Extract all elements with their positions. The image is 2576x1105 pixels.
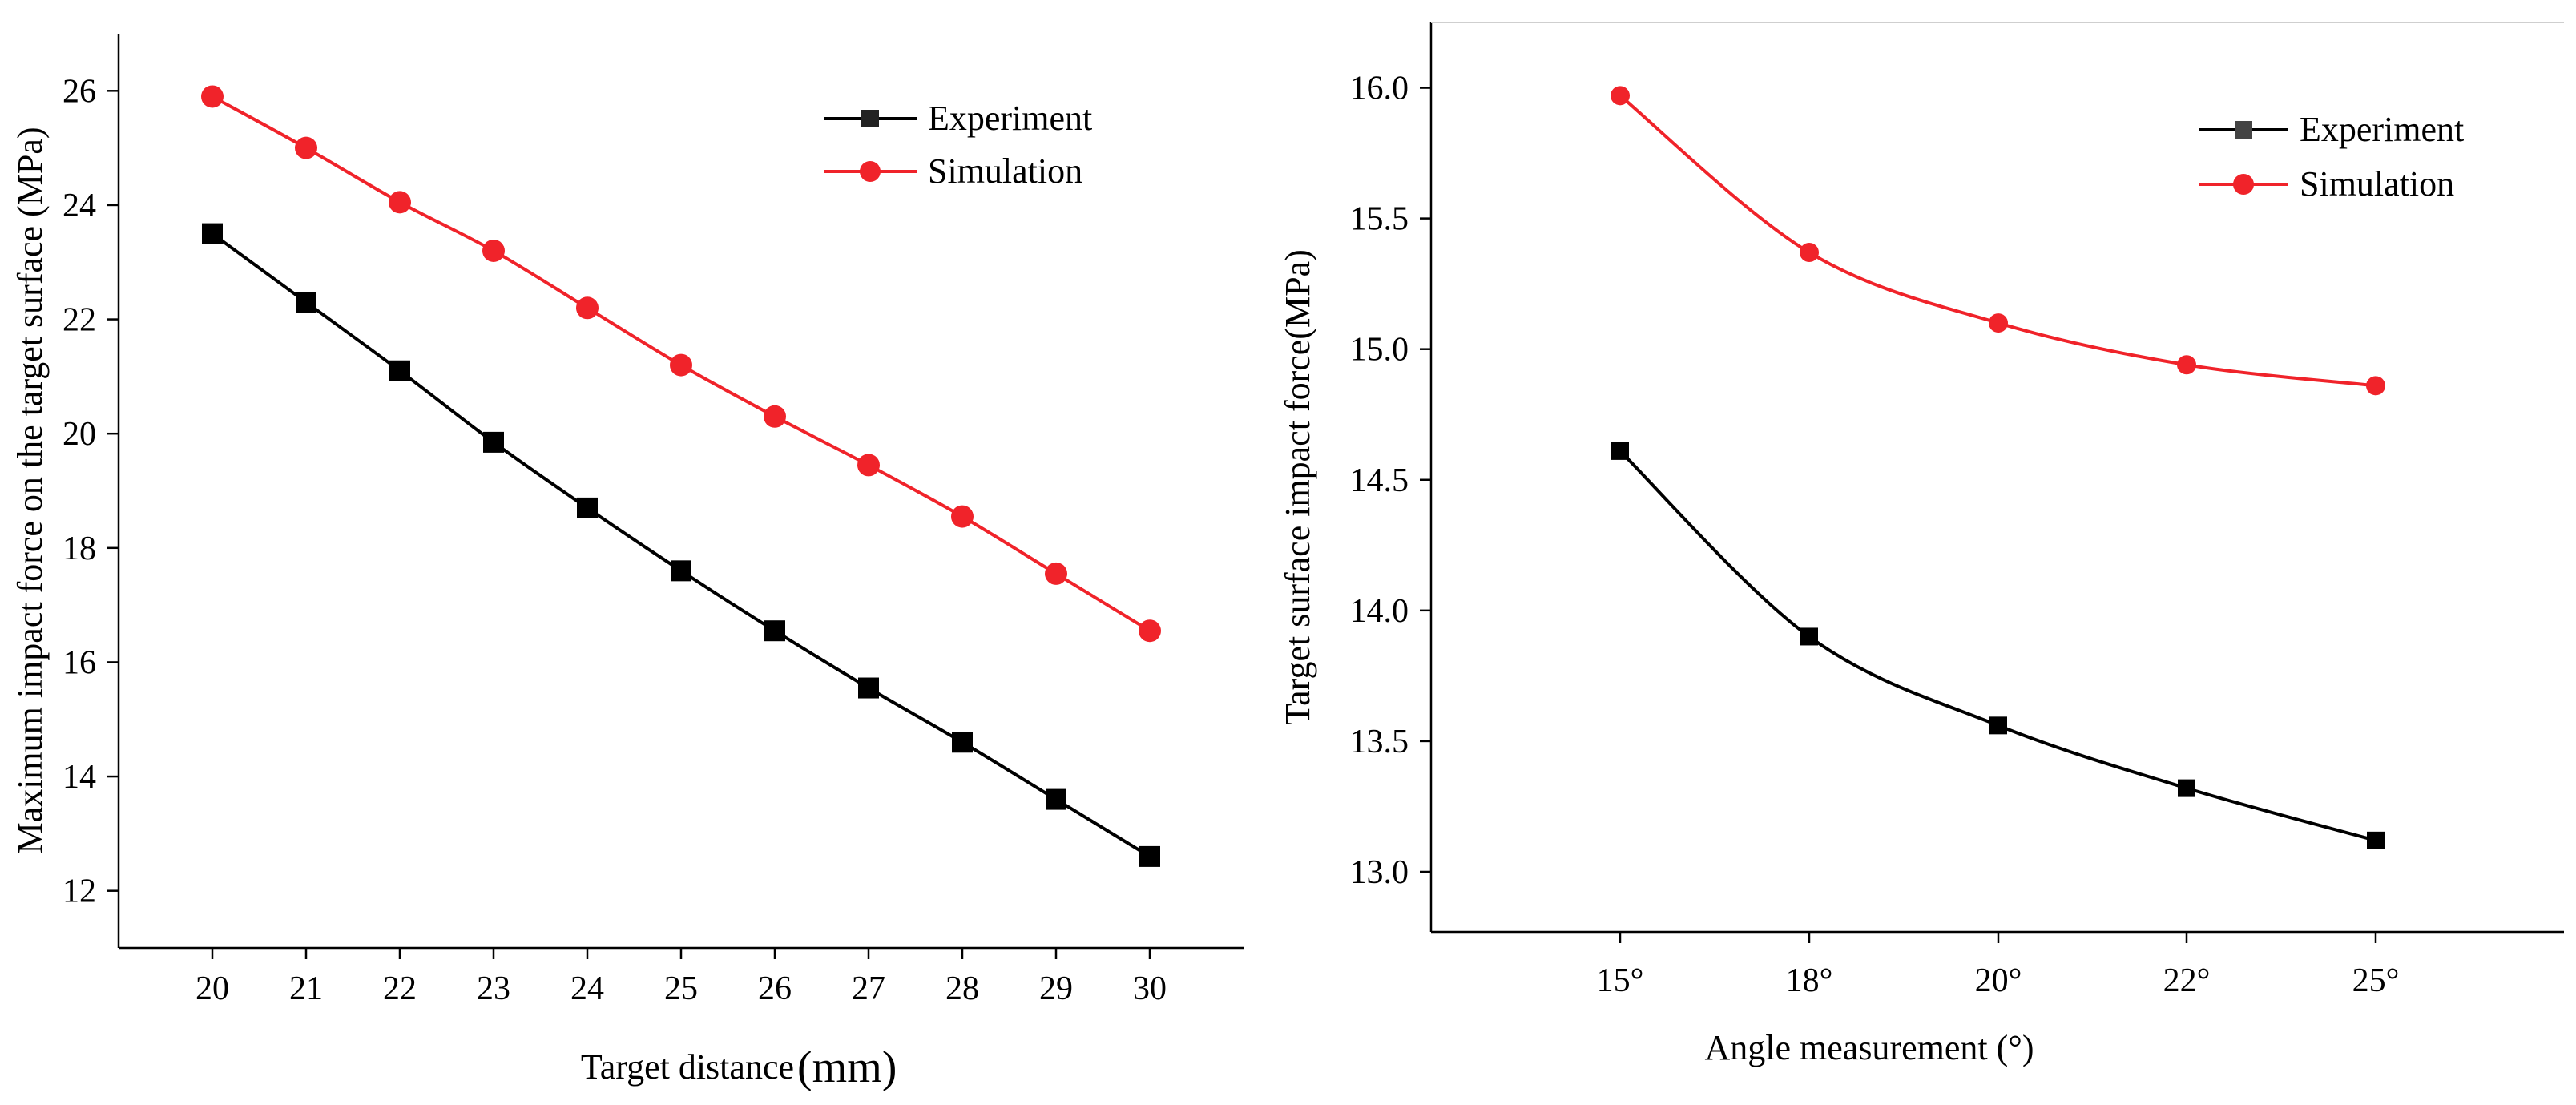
legend-marker-experiment: [2235, 121, 2252, 139]
data-point-simulation: [201, 85, 224, 108]
data-point-experiment: [389, 360, 410, 381]
data-point-simulation: [2366, 376, 2385, 396]
series-line-experiment: [1619, 450, 2376, 842]
y-tick-label: 24: [62, 188, 96, 224]
y-tick-label: 13.0: [1350, 854, 1409, 891]
data-point-simulation: [295, 136, 317, 159]
legend-label-experiment: Experiment: [928, 99, 1092, 138]
data-point-experiment: [764, 620, 785, 642]
x-tick-label: 22: [383, 970, 417, 1007]
data-point-simulation: [1139, 619, 1161, 643]
y-tick-label: 26: [62, 73, 96, 110]
x-axis-title-text: Target distance: [581, 1047, 794, 1087]
x-axis-title: Target distance: [581, 1047, 794, 1087]
x-tick-label: 28: [945, 970, 979, 1007]
data-point-experiment: [2178, 779, 2195, 797]
data-point-simulation: [1611, 86, 1630, 106]
chart-angle-measurement: 13.0 13.5 14.0 14.5 15.0 15.5 16.0 15° 18° 20° 22…: [1278, 22, 2564, 1067]
x-tick-label: 23: [477, 970, 510, 1007]
x-tick-label: 20: [196, 970, 229, 1007]
data-point-simulation: [482, 239, 505, 262]
data-point-experiment: [1611, 442, 1629, 460]
y-tick-label: 15.0: [1350, 332, 1409, 369]
data-point-experiment: [858, 677, 879, 699]
legend-label-experiment: Experiment: [2300, 110, 2464, 149]
x-axis-title: Angle measurement (°): [1705, 1028, 2034, 1067]
data-point-simulation: [764, 405, 786, 428]
legend: Experiment Simulation: [2199, 110, 2464, 204]
data-point-simulation: [857, 454, 880, 477]
data-point-experiment: [296, 292, 316, 313]
data-point-experiment: [577, 497, 598, 518]
x-tick-label: 15°: [1597, 962, 1644, 999]
data-point-experiment: [202, 223, 223, 244]
y-tick-label: 12: [62, 873, 96, 910]
legend-marker-simulation: [860, 161, 881, 182]
x-tick-label: 25: [664, 970, 698, 1007]
data-point-simulation: [576, 296, 599, 320]
data-point-experiment: [1139, 845, 1160, 867]
data-point-simulation: [2177, 355, 2196, 375]
y-tick-label: 13.5: [1350, 724, 1409, 760]
data-point-experiment: [952, 732, 973, 753]
legend-label-simulation: Simulation: [2300, 164, 2454, 204]
y-tick-label: 15.5: [1350, 201, 1409, 238]
data-point-simulation: [389, 191, 411, 214]
legend: Experiment Simulation: [824, 99, 1092, 191]
legend-label-simulation: Simulation: [928, 151, 1082, 191]
data-point-simulation: [670, 353, 692, 377]
x-tick-label: 18°: [1786, 962, 1833, 999]
x-tick-label: 27: [852, 970, 885, 1007]
x-axis-unit: (mm): [797, 1042, 897, 1092]
y-tick-label: 22: [62, 302, 96, 339]
x-tick-label: 24: [570, 970, 604, 1007]
data-point-experiment: [483, 431, 504, 453]
x-tick-label: 21: [289, 970, 323, 1007]
y-tick-label: 14.5: [1350, 462, 1409, 499]
y-axis-title: Target surface impact force(MPa): [1278, 249, 1317, 724]
x-tick-label: 22°: [2163, 962, 2211, 999]
y-tick-label: 16: [62, 644, 96, 681]
y-tick-label: 18: [62, 530, 96, 567]
y-tick-label: 14.0: [1350, 593, 1409, 630]
data-point-simulation: [1989, 313, 2008, 333]
data-point-experiment: [1046, 788, 1066, 810]
data-point-simulation: [951, 505, 974, 528]
x-tick-label: 25°: [2352, 962, 2400, 999]
data-point-experiment: [1800, 627, 1818, 646]
y-tick-label: 16.0: [1350, 71, 1409, 107]
data-point-experiment: [2367, 831, 2385, 849]
y-tick-label: 20: [62, 416, 96, 453]
x-tick-label: 30: [1133, 970, 1167, 1007]
x-tick-label: 26: [758, 970, 792, 1007]
x-tick-label: 29: [1039, 970, 1073, 1007]
y-axis-title: Maximum impact force on the target surfa…: [10, 127, 50, 854]
y-tick-label: 14: [62, 759, 96, 796]
data-point-simulation: [1045, 562, 1067, 585]
legend-marker-simulation: [2233, 174, 2254, 195]
x-tick-label: 20°: [1975, 962, 2022, 999]
data-point-experiment: [1989, 716, 2007, 735]
legend-marker-experiment: [861, 110, 879, 127]
data-point-experiment: [671, 560, 691, 582]
data-point-simulation: [1800, 243, 1819, 263]
